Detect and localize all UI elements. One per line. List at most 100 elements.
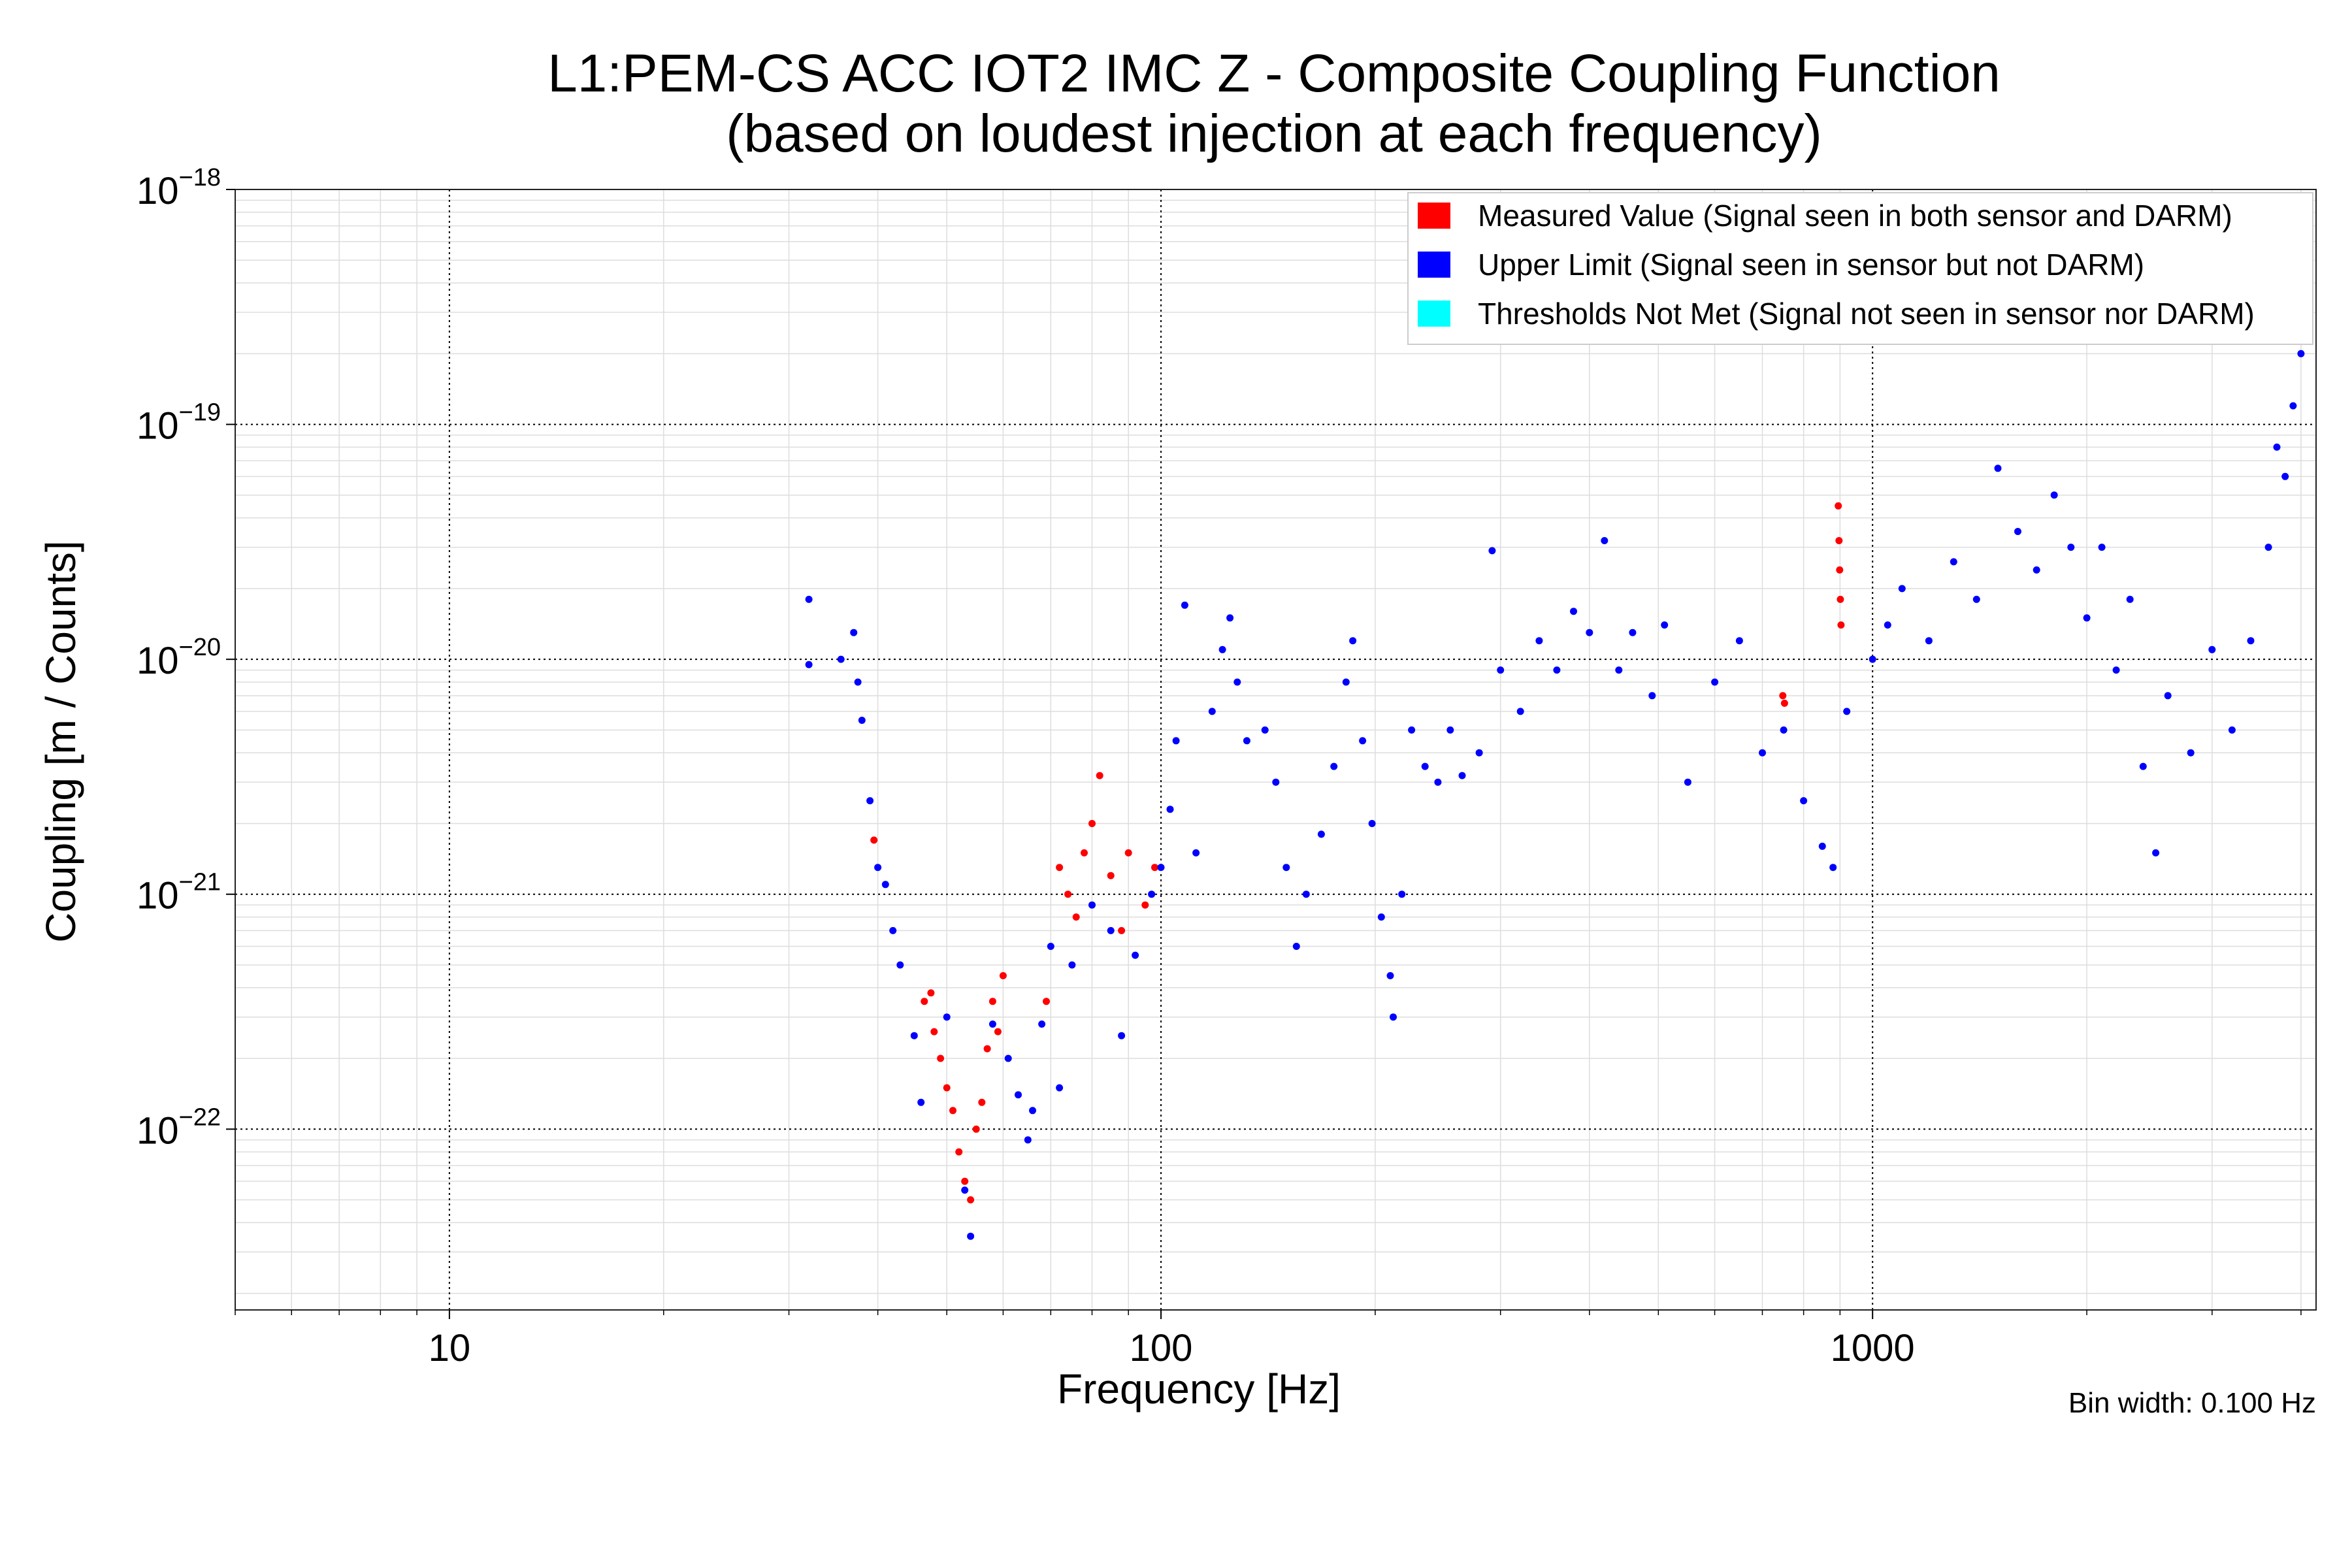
upper-limit-point — [1972, 595, 1980, 603]
upper-limit-point — [2112, 666, 2120, 674]
chart-subtitle: (based on loudest injection at each freq… — [726, 104, 1822, 163]
upper-limit-point — [1226, 614, 1234, 622]
plot-area — [235, 189, 2316, 1310]
upper-limit-point — [2139, 762, 2147, 770]
measured-point — [937, 1054, 945, 1062]
legend-box — [1407, 192, 2313, 345]
upper-limit-point — [1434, 778, 1442, 786]
x-axis-label: Frequency [Hz] — [1057, 1365, 1341, 1413]
upper-limit-point — [1208, 708, 1216, 715]
upper-limit-point — [1261, 726, 1269, 734]
upper-limit-point — [1711, 678, 1719, 686]
upper-limit-point — [2152, 849, 2160, 857]
upper-limit-point — [1535, 637, 1543, 645]
upper-limit-point — [1615, 666, 1623, 674]
upper-limit-point — [1342, 678, 1350, 686]
upper-limit-point — [1586, 629, 1593, 636]
upper-limit-point — [1056, 1084, 1064, 1092]
upper-limit-point — [2273, 443, 2281, 451]
upper-limit-point — [1458, 772, 1466, 779]
upper-limit-point — [1359, 737, 1367, 745]
upper-limit-point — [1869, 655, 1876, 663]
measured-point — [1096, 772, 1103, 779]
x-axis-ticks: 10 100 1000 — [235, 1310, 2302, 1369]
upper-limit-point — [1377, 913, 1385, 921]
measured-point — [927, 989, 935, 997]
measured-point — [961, 1177, 969, 1185]
legend-swatch — [1418, 301, 1450, 327]
measured-point — [1088, 820, 1096, 827]
upper-limit-point — [1759, 749, 1766, 757]
upper-limit-point — [1516, 708, 1524, 715]
upper-limit-point — [1148, 890, 1156, 898]
upper-limit-point — [1218, 645, 1226, 653]
upper-limit-point — [1368, 820, 1376, 827]
upper-limit-point — [2247, 637, 2255, 645]
upper-limit-point — [2164, 692, 2172, 700]
legend-label: Upper Limit (Signal seen in sensor but n… — [1478, 248, 2144, 282]
upper-limit-point — [805, 595, 813, 603]
upper-limit-point — [1829, 864, 1837, 872]
measured-point — [1124, 849, 1132, 857]
upper-limit-point — [2098, 544, 2106, 551]
upper-limit-point — [1302, 890, 1310, 898]
upper-limit-point — [1243, 737, 1250, 745]
upper-limit-point — [1015, 1091, 1022, 1099]
legend-items: Measured Value (Signal seen in both sens… — [1418, 199, 2255, 331]
upper-limit-point — [1349, 637, 1357, 645]
upper-limit-point — [1390, 1013, 1397, 1021]
plot-frame — [235, 189, 2317, 1311]
upper-limit-point — [1282, 864, 1290, 872]
measured-point — [870, 836, 878, 844]
legend-label: Thresholds Not Met (Signal not seen in s… — [1478, 297, 2255, 331]
upper-limit-point — [2281, 472, 2289, 480]
upper-limit-point — [1800, 797, 1808, 805]
legend-swatch — [1418, 252, 1450, 278]
upper-limit-point — [1818, 842, 1826, 850]
measured-point — [1837, 595, 1844, 603]
upper-limit-point — [1088, 901, 1096, 909]
bin-width-note: Bin width: 0.100 Hz — [2068, 1387, 2316, 1419]
y-tick-label: 10−18 — [137, 164, 221, 212]
upper-limit-point — [1898, 585, 1906, 593]
legend-label: Measured Value (Signal seen in both sens… — [1478, 199, 2232, 233]
upper-limit-point — [2208, 645, 2216, 653]
upper-limit-point — [1118, 1032, 1126, 1039]
upper-limit-point — [961, 1186, 969, 1194]
upper-limit-point — [2126, 595, 2134, 603]
upper-limit-point — [917, 1098, 925, 1106]
upper-limit-point — [1107, 926, 1115, 934]
y-tick-label: 10−22 — [137, 1103, 221, 1152]
upper-limit-point — [910, 1032, 918, 1039]
data-points — [805, 308, 2313, 1240]
measured-point — [1836, 566, 1844, 574]
minor-grid — [235, 189, 2316, 1310]
measured-point — [1043, 998, 1050, 1005]
measured-point — [1141, 901, 1149, 909]
upper-limit-point — [1317, 830, 1325, 838]
upper-limit-point — [1172, 737, 1180, 745]
upper-limit-point — [2228, 726, 2236, 734]
upper-limit-point — [1068, 961, 1076, 969]
y-tick-label: 10−20 — [137, 634, 221, 682]
upper-limit-point — [967, 1232, 975, 1240]
upper-limit-point — [854, 678, 862, 686]
upper-limit-point — [1408, 726, 1416, 734]
upper-limit-point — [1843, 708, 1851, 715]
upper-limit-point — [1166, 806, 1174, 813]
upper-limit-point — [1047, 943, 1054, 950]
measured-point — [1835, 537, 1843, 544]
upper-limit-point — [2297, 350, 2305, 357]
upper-limit-point — [943, 1013, 951, 1021]
upper-limit-point — [1181, 601, 1188, 609]
measured-point — [1779, 692, 1787, 700]
upper-limit-point — [1157, 864, 1165, 872]
upper-limit-point — [1446, 726, 1454, 734]
measured-point — [949, 1107, 956, 1115]
upper-limit-point — [1780, 726, 1788, 734]
upper-limit-point — [1994, 465, 2002, 472]
upper-limit-point — [988, 1021, 996, 1028]
chart-title: L1:PEM-CS ACC IOT2 IMC Z - Composite Cou… — [547, 44, 2001, 103]
y-axis-ticks: 10−22 10−21 10−20 10−19 10−18 — [137, 164, 235, 1152]
